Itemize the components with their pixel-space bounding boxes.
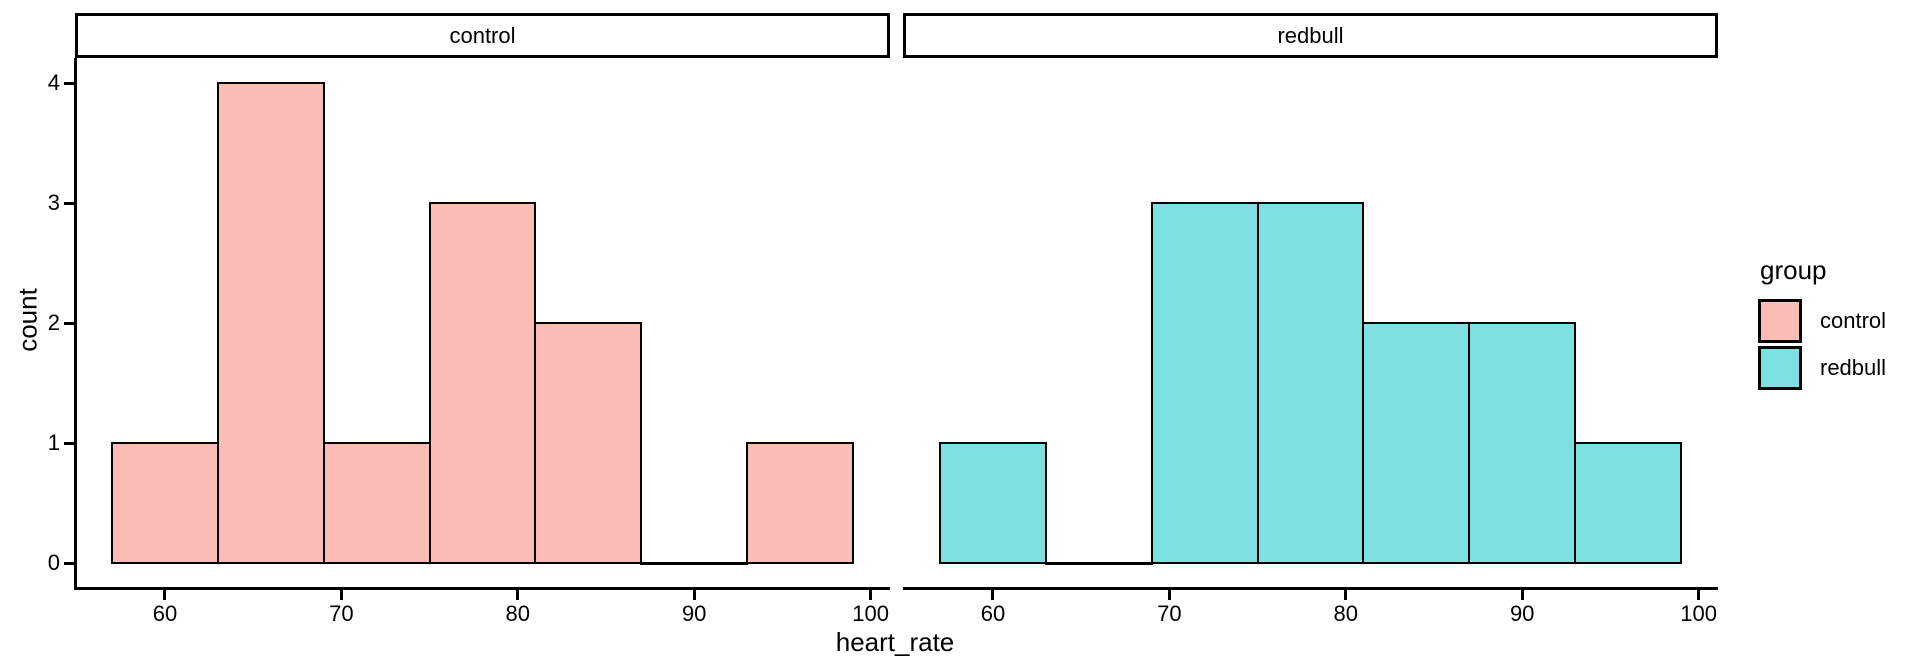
y-tick-label: 2 bbox=[47, 310, 60, 335]
x-tick bbox=[1697, 590, 1701, 600]
x-axis-line bbox=[74, 587, 890, 590]
y-tick-label: 1 bbox=[47, 430, 60, 455]
legend-swatch bbox=[1758, 346, 1802, 390]
x-tick bbox=[692, 590, 696, 600]
legend-swatch bbox=[1758, 299, 1802, 343]
x-axis-line bbox=[903, 587, 1718, 590]
x-tick bbox=[163, 590, 167, 600]
legend: group control redbull bbox=[1758, 255, 1886, 393]
y-tick bbox=[64, 321, 74, 325]
histogram-bar bbox=[1468, 322, 1577, 564]
x-axis-title: heart_rate bbox=[835, 627, 955, 657]
x-tick-label: 80 bbox=[1333, 601, 1359, 626]
y-tick bbox=[64, 441, 74, 445]
legend-item-label: control bbox=[1820, 308, 1887, 333]
legend-items: control redbull bbox=[1758, 299, 1886, 390]
y-tick-label: 4 bbox=[47, 70, 60, 95]
x-tick-label: 70 bbox=[329, 601, 354, 626]
x-tick bbox=[991, 590, 995, 600]
y-tick bbox=[64, 81, 74, 85]
x-tick bbox=[1520, 590, 1524, 600]
y-tick-label: 0 bbox=[47, 550, 60, 575]
y-tick bbox=[64, 201, 74, 205]
histogram-bar bbox=[322, 442, 431, 564]
x-tick bbox=[869, 590, 873, 600]
zero-count-bar bbox=[1044, 562, 1153, 565]
histogram-bar bbox=[216, 82, 325, 564]
histogram-bar bbox=[1574, 442, 1682, 564]
x-tick bbox=[516, 590, 520, 600]
histogram-bar bbox=[534, 322, 643, 564]
histogram-bar bbox=[746, 442, 854, 564]
facet-strip-label: redbull bbox=[1277, 22, 1344, 48]
x-tick bbox=[1167, 590, 1171, 600]
x-tick-label: 60 bbox=[152, 601, 178, 626]
y-tick bbox=[64, 561, 74, 565]
histogram-bar bbox=[428, 202, 537, 564]
x-tick-label: 100 bbox=[1680, 601, 1717, 626]
histogram-bar bbox=[111, 442, 219, 564]
zero-count-bar bbox=[640, 562, 749, 565]
x-tick-label: 80 bbox=[505, 601, 531, 626]
facet-strip-control: control bbox=[75, 13, 890, 58]
x-tick-label: 90 bbox=[681, 601, 707, 626]
histogram-bar bbox=[1150, 202, 1259, 564]
legend-title: group bbox=[1760, 255, 1827, 285]
legend-item-label: redbull bbox=[1820, 355, 1887, 380]
facet-strip-label: control bbox=[449, 22, 516, 48]
histogram-bar bbox=[939, 442, 1047, 564]
x-tick bbox=[339, 590, 343, 600]
x-tick-label: 90 bbox=[1509, 601, 1535, 626]
x-tick-label: 60 bbox=[980, 601, 1006, 626]
legend-item: control bbox=[1758, 299, 1886, 343]
legend-item: redbull bbox=[1758, 346, 1886, 390]
x-tick-label: 70 bbox=[1157, 601, 1182, 626]
histogram-bar bbox=[1256, 202, 1365, 564]
histogram-bar bbox=[1362, 322, 1471, 564]
y-tick-label: 3 bbox=[47, 190, 60, 215]
y-axis-line bbox=[74, 58, 77, 590]
x-tick-label: 100 bbox=[852, 601, 889, 626]
facet-strip-redbull: redbull bbox=[903, 13, 1718, 58]
x-tick bbox=[1344, 590, 1348, 600]
